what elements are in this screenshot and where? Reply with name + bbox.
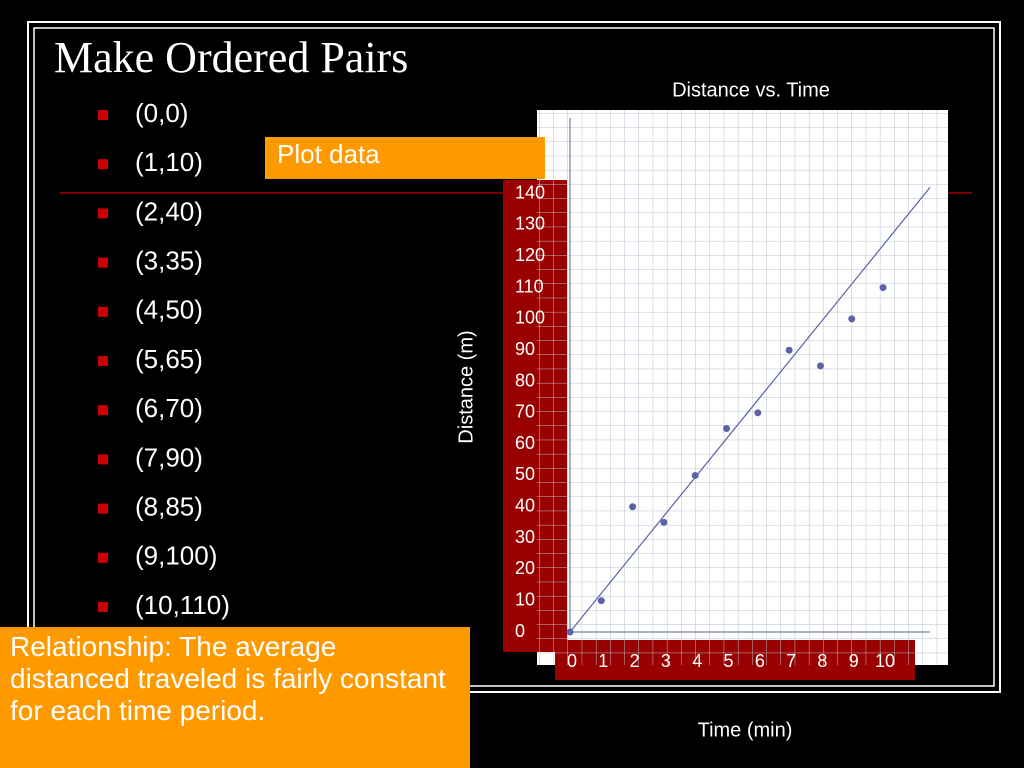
bullet-marker (98, 405, 108, 416)
y-tick-label: 20 (515, 558, 535, 578)
x-tick-label: 4 (692, 651, 702, 671)
y-tick-label: 30 (515, 527, 535, 547)
x-tick-label: 1 (598, 651, 608, 671)
bullet-marker (98, 503, 108, 514)
point (848, 315, 856, 323)
bullet-text: (5,65) (135, 344, 203, 374)
y-tick-label: 0 (515, 621, 525, 641)
x-tick-label: 7 (786, 651, 796, 671)
slide-title: Make Ordered Pairs (54, 33, 408, 82)
point (566, 628, 574, 636)
bullet-marker (98, 110, 108, 120)
x-tick-label: 6 (755, 651, 765, 671)
bullet-text: (3,35) (135, 245, 203, 275)
y-tick-label: 70 (515, 402, 535, 422)
x-tick-label: 5 (724, 651, 734, 671)
point (597, 597, 605, 605)
frame-outer (27, 21, 1001, 693)
bullet-text: (1,10) (135, 147, 203, 177)
y-tick-label: 90 (515, 339, 535, 359)
bullet-marker (98, 454, 108, 465)
point (691, 471, 699, 479)
bullet-marker (98, 602, 108, 612)
point (785, 346, 793, 354)
bullet-text: (10,110) (135, 590, 230, 620)
bullet-text: (2,40) (135, 196, 203, 226)
bullet-marker (98, 208, 108, 219)
y-tick-label: 100 (515, 308, 545, 328)
bullet-marker (98, 257, 108, 268)
point (660, 518, 668, 526)
y-tick-label: 120 (515, 245, 545, 265)
chart-title: Distance vs. Time (672, 79, 830, 101)
x-axis-label: Time (min) (698, 719, 793, 741)
x-tick-label: 3 (661, 651, 671, 671)
point (629, 503, 637, 511)
grid (537, 110, 948, 665)
y-tick-label: 80 (515, 370, 535, 390)
point (723, 424, 731, 432)
point (816, 362, 824, 370)
bullet-text: (7,90) (135, 442, 203, 472)
y-tick-label: 50 (515, 464, 535, 484)
trendline (569, 186, 931, 633)
point (879, 284, 887, 292)
y-tick-label: 110 (515, 276, 544, 296)
x-tick-label: 0 (567, 651, 577, 671)
y-tick-label: 40 (515, 496, 535, 516)
bullet-text: (8,85) (135, 491, 203, 521)
frame-inner (33, 27, 995, 687)
bullet-marker (98, 356, 108, 366)
x-tick-label: 9 (849, 651, 859, 671)
bullet-marker (98, 306, 108, 317)
x-tick-label: 10 (875, 651, 895, 671)
point (754, 409, 762, 417)
bullet-text: (6,70) (135, 393, 203, 423)
bullet-text: (0,0) (135, 98, 188, 128)
plot-data-callout: Plot data (265, 137, 545, 179)
bullet-marker (98, 159, 108, 170)
x-tick-label: 8 (817, 651, 827, 671)
y-tick-label: 60 (515, 433, 535, 453)
y-tick-label: 140 (515, 182, 545, 202)
y-axis-label: Distance (m) (455, 330, 477, 443)
relationship-callout: Relationship: The average distanced trav… (0, 627, 470, 768)
bullet-marker (98, 552, 108, 563)
bullet-text: (4,50) (135, 295, 203, 325)
x-tick-label: 2 (630, 651, 640, 671)
y-tick-label: 130 (515, 214, 545, 234)
y-tick-label: 10 (515, 589, 535, 609)
bullet-text: (9,100) (135, 541, 217, 571)
